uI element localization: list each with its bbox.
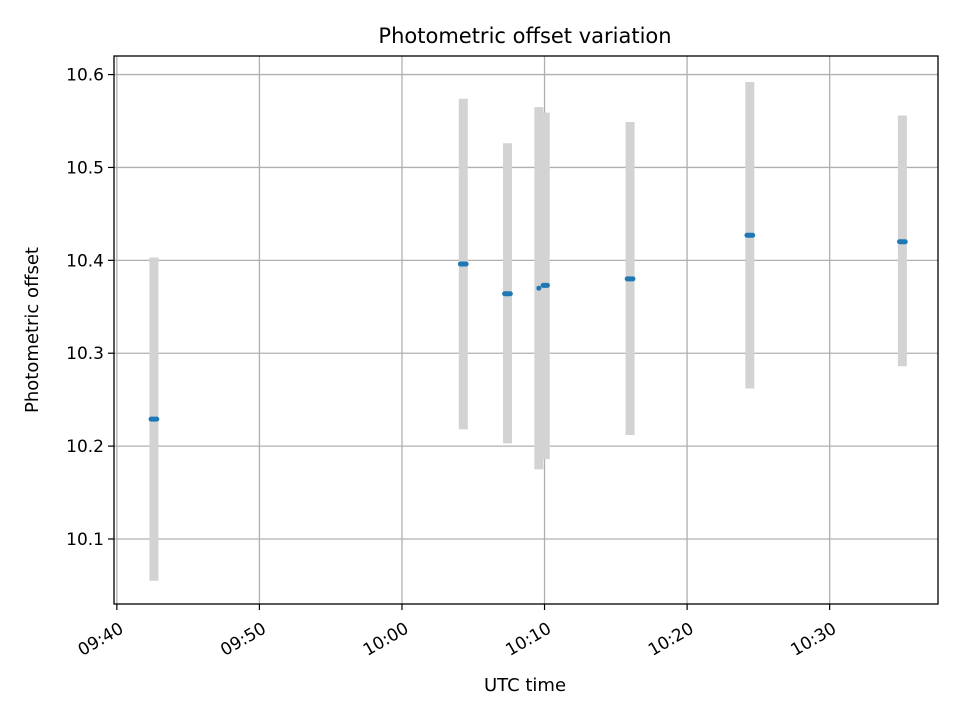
y-tick-label: 10.5 bbox=[66, 158, 104, 178]
plot-frame bbox=[113, 55, 939, 605]
chart-title: Photometric offset variation bbox=[378, 24, 671, 48]
y-tick-label: 10.2 bbox=[66, 437, 104, 457]
x-axis-label: UTC time bbox=[484, 675, 566, 696]
y-axis-label: Photometric offset bbox=[22, 247, 43, 413]
y-axis-ticks: 10.1 10.2 10.3 10.4 10.5 10.6 bbox=[66, 66, 114, 550]
y-tick-label: 10.3 bbox=[66, 344, 104, 364]
y-tick-label: 10.6 bbox=[66, 66, 104, 86]
y-tick-label: 10.4 bbox=[66, 251, 104, 271]
grid bbox=[114, 56, 938, 604]
y-tick-label: 10.1 bbox=[66, 530, 104, 550]
data-points bbox=[148, 232, 908, 422]
